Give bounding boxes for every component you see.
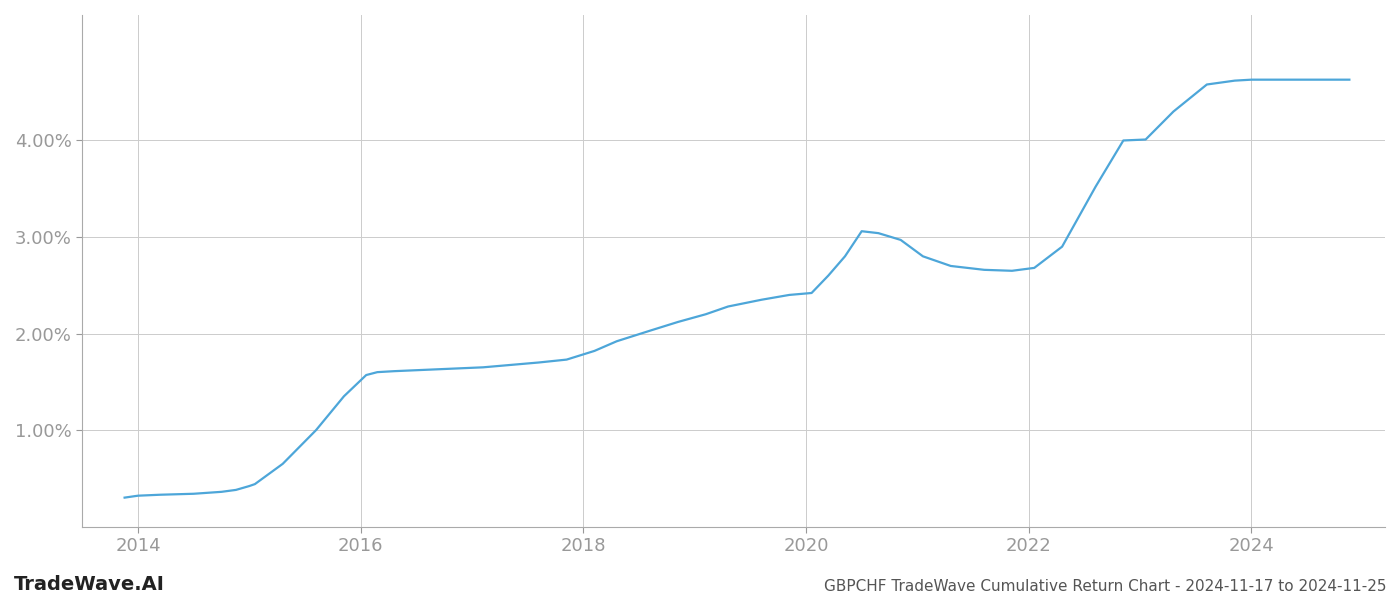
Text: GBPCHF TradeWave Cumulative Return Chart - 2024-11-17 to 2024-11-25: GBPCHF TradeWave Cumulative Return Chart… bbox=[823, 579, 1386, 594]
Text: TradeWave.AI: TradeWave.AI bbox=[14, 575, 165, 594]
